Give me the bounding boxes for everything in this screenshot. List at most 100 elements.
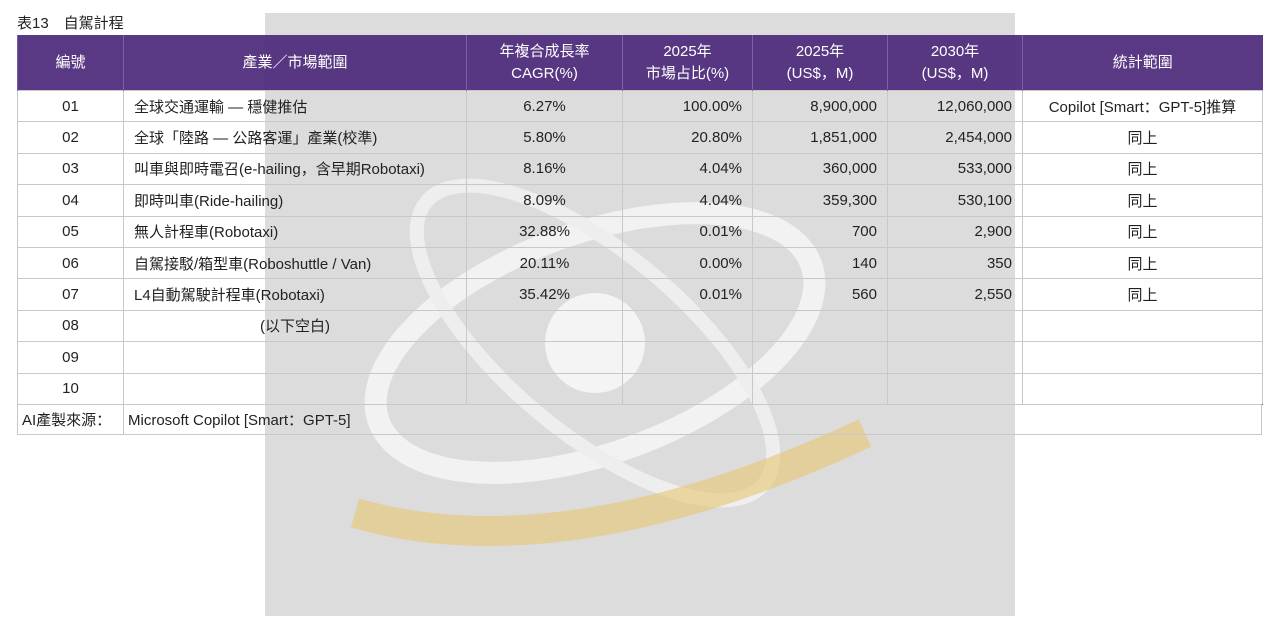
table-cell: 08 (17, 309, 124, 343)
table-cell: 01 (17, 89, 124, 123)
table-cell: 09 (17, 341, 124, 374)
table-cell: 05 (17, 215, 124, 248)
table-cell (752, 372, 888, 405)
table-cell: 533,000 (887, 152, 1023, 186)
table-cell: 4.04% (622, 184, 753, 217)
table-cell: 700 (752, 215, 888, 248)
table-cell: 359,300 (752, 184, 888, 217)
table-cell: 4.04% (622, 152, 753, 186)
table-cell (752, 309, 888, 343)
table-cell: 1,851,000 (752, 121, 888, 154)
table-cell: 0.00% (622, 246, 753, 280)
header-line: 統計範圍 (1112, 53, 1173, 71)
header-cell: 年複合成長率 CAGR(%) (466, 35, 623, 91)
table-cell: 同上 (1022, 246, 1263, 280)
table-cell (466, 309, 623, 343)
table-cell: 140 (752, 246, 888, 280)
header-line: CAGR(%) (511, 64, 578, 82)
table-cell: 03 (17, 152, 124, 186)
table-row: 06 自駕接駁/箱型車(Roboshuttle / Van) 20.11% 0.00%… (17, 246, 1263, 280)
table-cell: 20.80% (622, 121, 753, 154)
table: 編號 產業／市場範圍 年複合成長率 CAGR(%) 2025年 市場占比(%) 2025年(… (17, 35, 1263, 405)
header-line: (US$，M) (786, 64, 854, 82)
table-cell: 350 (887, 246, 1023, 280)
table-cell: 全球「陸路 — 公路客運」產業(校準) (123, 121, 467, 154)
table-row: 10 (17, 372, 1263, 405)
header-cell: 產業／市場範圍 (123, 35, 467, 91)
table-cell: 無人計程車(Robotaxi) (123, 215, 467, 248)
table-cell (123, 372, 467, 405)
footer-table: AI產製來源： Microsoft Copilot [Smart：GPT-5] (17, 404, 1262, 435)
header-line: 市場占比(%) (645, 64, 730, 82)
table-cell: Copilot [Smart：GPT-5]推算 (1022, 89, 1263, 123)
table-cell: 360,000 (752, 152, 888, 186)
table-cell: L4自動駕駛計程車(Robotaxi) (123, 278, 467, 311)
footer-label: AI產製來源： (17, 404, 124, 435)
table-cell: 8.16% (466, 152, 623, 186)
table-cell (466, 341, 623, 374)
table-cell: 2,550 (887, 278, 1023, 311)
header-cell: 2025年市場占比(%) (622, 35, 753, 91)
header-cell: 2025年 (US$，M) (752, 35, 888, 91)
table-cell: 12,060,000 (887, 89, 1023, 123)
table-cell: 5.80% (466, 121, 623, 154)
table-cell (622, 309, 753, 343)
table-row: 08 (以下空白) (17, 309, 1263, 343)
table-cell: 全球交通運輸 — 穩健推估 (123, 89, 467, 123)
header-line: 2025年 (795, 42, 845, 60)
table-row: 03 叫車與即時電召(e-hailing，含早期Robotaxi) 8.16% 4.0… (17, 152, 1263, 186)
table-cell (752, 341, 888, 374)
table-cell: 0.01% (622, 278, 753, 311)
table-cell: 100.00% (622, 89, 753, 123)
table-cell: 0.01% (622, 215, 753, 248)
table-cell: (以下空白) (123, 309, 467, 343)
table-cell: 同上 (1022, 215, 1263, 248)
table-cell: 32.88% (466, 215, 623, 248)
footer-value: Microsoft Copilot [Smart：GPT-5] (123, 404, 1262, 435)
table-body: 01 全球交通運輸 — 穩健推估 6.27% 100.00% 8,900,000 12,0… (17, 89, 1263, 405)
table-cell: 560 (752, 278, 888, 311)
table-cell: 8,900,000 (752, 89, 888, 123)
header-cell: 統計範圍 (1022, 35, 1263, 91)
table-cell: 叫車與即時電召(e-hailing，含早期Robotaxi) (123, 152, 467, 186)
table-cell (887, 341, 1023, 374)
table-cell: 04 (17, 184, 124, 217)
table-row: 04 即時叫車(Ride-hailing) 8.09% 4.04% 359,300 530… (17, 184, 1263, 217)
table-cell: 同上 (1022, 184, 1263, 217)
table-cell (622, 341, 753, 374)
table-cell: 2,454,000 (887, 121, 1023, 154)
table-row: 01 全球交通運輸 — 穩健推估 6.27% 100.00% 8,900,000 12,0… (17, 89, 1263, 123)
table-cell (1022, 372, 1263, 405)
table-cell: 同上 (1022, 278, 1263, 311)
table-cell: 6.27% (466, 89, 623, 123)
header-line: 編號 (55, 53, 86, 71)
header-line: 產業／市場範圍 (242, 53, 348, 71)
table-cell: 同上 (1022, 121, 1263, 154)
table-cell: 10 (17, 372, 124, 405)
table-row: 07 L4自動駕駛計程車(Robotaxi) 35.42% 0.01% 560 2,550… (17, 278, 1263, 311)
header-cell: 編號 (17, 35, 124, 91)
table-cell: 07 (17, 278, 124, 311)
table-title: 表13 自駕計程 (17, 15, 124, 32)
table-row: 05 無人計程車(Robotaxi) 32.88% 0.01% 700 2,900 同上 (17, 215, 1263, 248)
header-line: (US$，M) (921, 64, 989, 82)
table-cell (887, 372, 1023, 405)
table-cell (1022, 309, 1263, 343)
table-cell (1022, 341, 1263, 374)
table-cell: 2,900 (887, 215, 1023, 248)
header-cell: 2030年 (US$，M) (887, 35, 1023, 91)
table-cell: 20.11% (466, 246, 623, 280)
table-cell (622, 372, 753, 405)
table-cell: 35.42% (466, 278, 623, 311)
table-cell: 02 (17, 121, 124, 154)
table-cell: 06 (17, 246, 124, 280)
table-cell (123, 341, 467, 374)
header-line: 2030年 (930, 42, 980, 60)
table-cell: 530,100 (887, 184, 1023, 217)
table-cell (466, 372, 623, 405)
header-row: 編號 產業／市場範圍 年複合成長率 CAGR(%) 2025年 市場占比(%) 2025年(… (17, 35, 1263, 91)
table-cell: 自駕接駁/箱型車(Roboshuttle / Van) (123, 246, 467, 280)
table-cell: 同上 (1022, 152, 1263, 186)
header-line: 2025年 (663, 42, 712, 60)
